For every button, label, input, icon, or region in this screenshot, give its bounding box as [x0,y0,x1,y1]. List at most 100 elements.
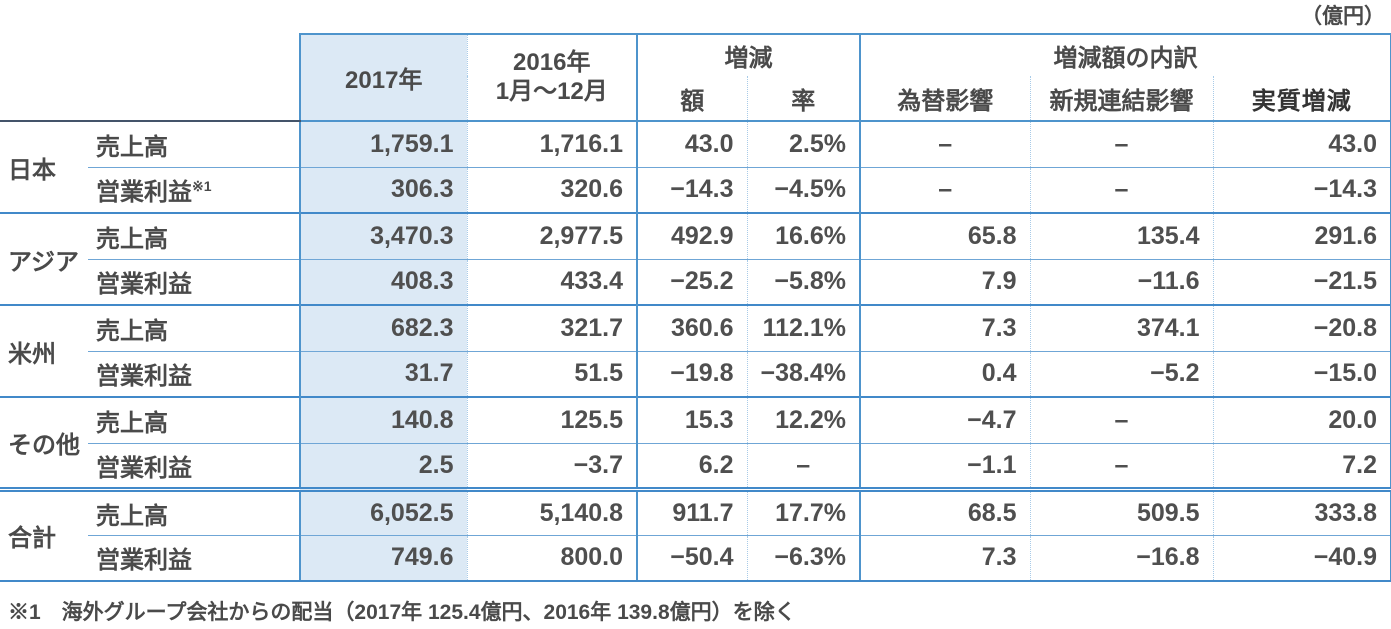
cell-real-change: −21.5 [1213,259,1391,305]
cell-2017: 749.6 [299,535,468,582]
table-row-asia-profit: 営業利益 408.3 433.4 −25.2 −5.8% 7.9 −11.6 −… [0,259,1391,305]
cell-2017: 408.3 [299,259,468,305]
item-footnote-ref: ※1 [192,178,212,195]
cell-2017: 6,052.5 [299,486,468,536]
item-label: 売上高 [88,121,300,168]
table-row-americas-sales: 米州 売上高 682.3 321.7 360.6 112.1% 7.3 374.… [0,304,1391,397]
table-row-japan-profit: 営業利益※1 306.3 320.6 −14.3 −4.5% – – −14.3 [0,167,1391,213]
cell-new-consolidation: −5.2 [1030,351,1214,397]
cell-change-rate: 12.2% [747,396,861,444]
table-row-total-sales: 合計 売上高 6,052.5 5,140.8 911.7 17.7% 68.5 … [0,486,1391,582]
cell-change-amount: 43.0 [637,121,748,168]
item-text: 営業利益 [96,363,192,391]
item-text: 営業利益 [96,179,192,207]
cell-change-rate: 16.6% [747,212,861,260]
cell-new-consolidation: 135.4 [1030,212,1214,260]
cell-fx-impact: −4.7 [860,396,1031,444]
header-real-change: 実質増減 [1213,76,1391,122]
cell-change-amount: 6.2 [637,443,748,489]
header-new-consolidation-impact: 新規連結影響 [1030,76,1214,122]
cell-fx-impact: – [860,121,1031,168]
cell-change-rate: −6.3% [747,535,861,582]
cell-2017: 306.3 [299,167,468,213]
item-text: 売上高 [96,317,168,345]
cell-2016: 320.6 [467,167,638,213]
cell-change-rate: 2.5% [747,121,861,168]
cell-new-consolidation: – [1030,396,1214,444]
item-text: 売上高 [96,502,168,530]
cell-real-change: −15.0 [1213,351,1391,397]
header-row-subcolumns: 額 率 為替影響 新規連結影響 実質増減 [0,76,1391,122]
header-fx-impact: 為替影響 [860,76,1031,122]
cell-2017: 31.7 [299,351,468,397]
cell-2016: 51.5 [467,351,638,397]
footnote: ※1 海外グループ会社からの配当（2017年 125.4億円、2016年 139… [8,601,796,624]
header-2016-line1: 2016年 [513,49,591,77]
cell-fx-impact: 0.4 [860,351,1031,397]
cell-change-amount: −25.2 [637,259,748,305]
cell-real-change: 20.0 [1213,396,1391,444]
region-label-other: その他 [0,396,88,489]
cell-new-consolidation: 509.5 [1030,486,1214,536]
table-body: 日本 売上高 1,759.1 1,716.1 43.0 2.5% – – 43.… [0,121,1391,582]
cell-new-consolidation: −16.8 [1030,535,1214,582]
cell-change-rate: −4.5% [747,167,861,213]
table-row-americas-profit: 営業利益 31.7 51.5 −19.8 −38.4% 0.4 −5.2 −15… [0,351,1391,397]
cell-change-amount: −50.4 [637,535,748,582]
item-label: 売上高 [88,304,300,352]
item-label: 売上高 [88,212,300,260]
cell-real-change: 7.2 [1213,443,1391,489]
regional-results-table: 2017年 2016年 1月～12月 増減 増減額の内訳 額 率 為替影響 新規… [0,33,1391,582]
header-2016-line2: 1月～12月 [495,77,608,105]
cell-new-consolidation: – [1030,167,1214,213]
cell-change-rate: – [747,443,861,489]
header-2017: 2017年 [299,33,468,122]
cell-2017: 682.3 [299,304,468,352]
cell-2016: −3.7 [467,443,638,489]
cell-fx-impact: – [860,167,1031,213]
cell-real-change: 333.8 [1213,486,1391,536]
cell-real-change: 291.6 [1213,212,1391,260]
cell-real-change: 43.0 [1213,121,1391,168]
cell-change-amount: 492.9 [637,212,748,260]
cell-fx-impact: 7.9 [860,259,1031,305]
cell-new-consolidation: – [1030,121,1214,168]
cell-change-amount: −19.8 [637,351,748,397]
cell-new-consolidation: −11.6 [1030,259,1214,305]
cell-change-rate: 112.1% [747,304,861,352]
unit-label: （億円） [1301,5,1385,28]
cell-fx-impact: 7.3 [860,535,1031,582]
table-row-asia-sales: アジア 売上高 3,470.3 2,977.5 492.9 16.6% 65.8… [0,212,1391,305]
header-change-group: 増減 [637,33,861,76]
cell-fx-impact: 65.8 [860,212,1031,260]
cell-change-amount: 911.7 [637,486,748,536]
item-label: 営業利益 [88,351,300,397]
item-label: 営業利益 [88,259,300,305]
item-text: 営業利益 [96,547,192,575]
cell-2016: 321.7 [467,304,638,352]
table-row-total-profit: 営業利益 749.6 800.0 −50.4 −6.3% 7.3 −16.8 −… [0,535,1391,582]
header-row-groups: 2017年 2016年 1月～12月 増減 増減額の内訳 [0,33,1391,122]
cell-fx-impact: 7.3 [860,304,1031,352]
item-label: 営業利益 [88,443,300,489]
table-row-japan-sales: 日本 売上高 1,759.1 1,716.1 43.0 2.5% – – 43.… [0,121,1391,184]
region-label-japan: 日本 [8,156,56,184]
table-row-other-profit: 営業利益 2.5 −3.7 6.2 – −1.1 – 7.2 [0,443,1391,489]
cell-2016: 1,716.1 [467,121,638,168]
item-text: 営業利益 [96,454,192,482]
cell-2017: 2.5 [299,443,468,489]
cell-2017: 140.8 [299,396,468,444]
cell-fx-impact: 68.5 [860,486,1031,536]
header-change-amount: 額 [637,76,748,122]
cell-change-amount: −14.3 [637,167,748,213]
cell-real-change: −20.8 [1213,304,1391,352]
item-text: 売上高 [96,409,168,437]
cell-2017: 3,470.3 [299,212,468,260]
cell-change-rate: −38.4% [747,351,861,397]
cell-change-rate: 17.7% [747,486,861,536]
table-row-other-sales: その他 売上高 140.8 125.5 15.3 12.2% −4.7 – 20… [0,396,1391,489]
cell-2016: 2,977.5 [467,212,638,260]
item-text: 売上高 [96,133,168,161]
header-2016: 2016年 1月～12月 [467,33,638,122]
